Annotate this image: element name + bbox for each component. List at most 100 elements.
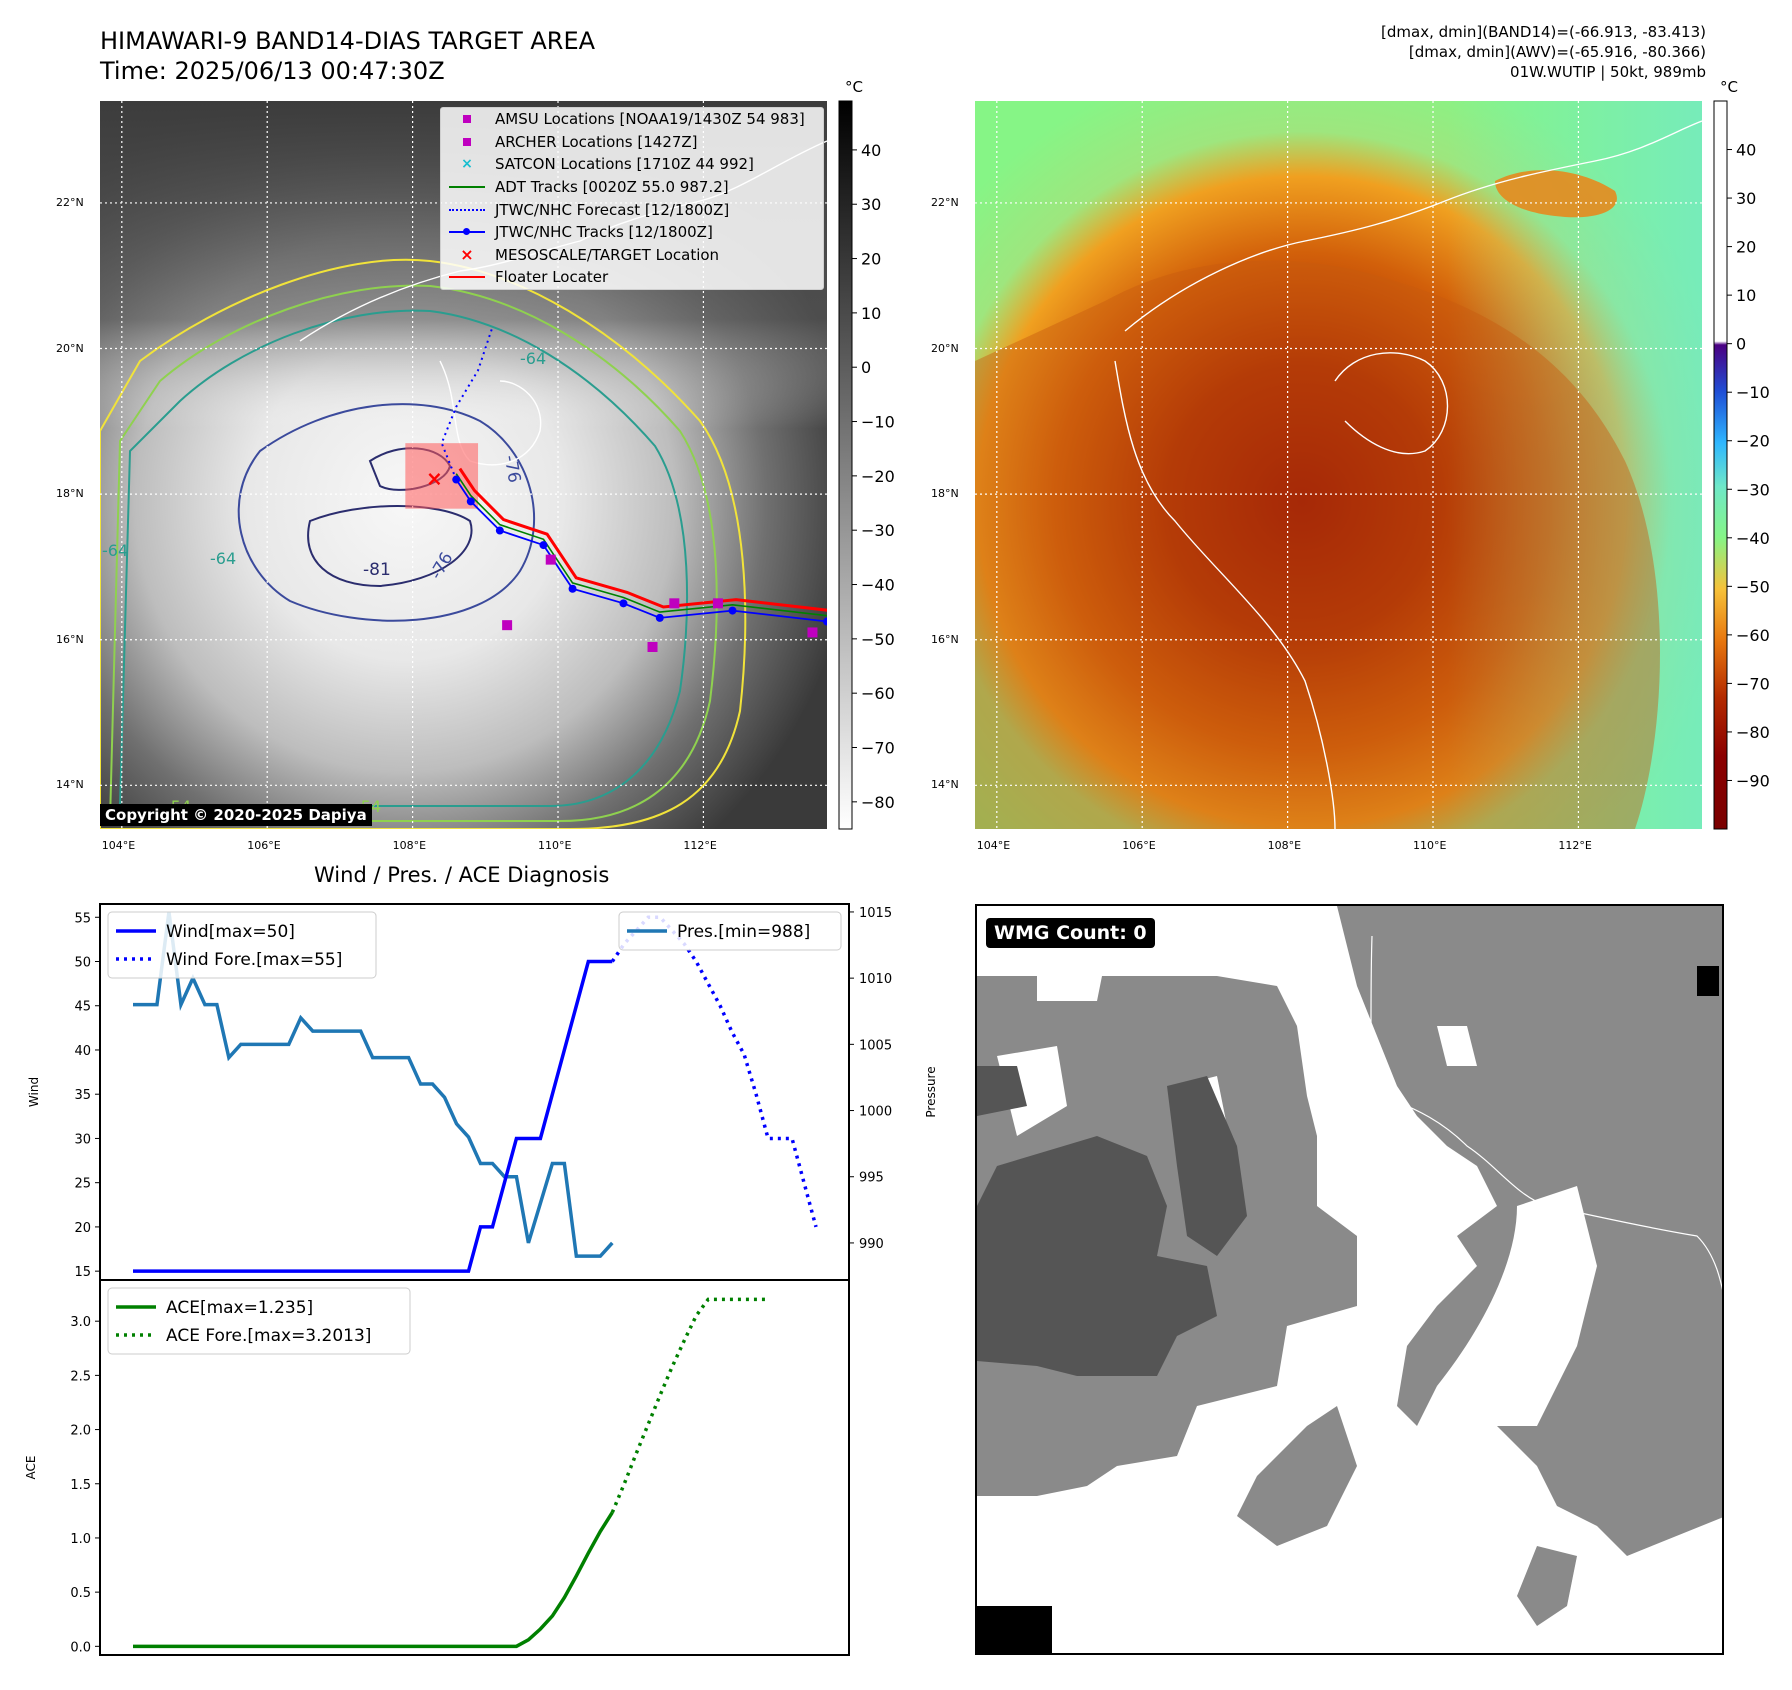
latitude-tick-label: 14°N — [931, 778, 959, 792]
dotted-line-icon — [447, 208, 487, 211]
axis-tick-label: 1005 — [859, 1038, 892, 1053]
square-marker-icon — [447, 115, 487, 124]
jtwc-track-point — [823, 617, 827, 626]
legend-label: JTWC/NHC Forecast [12/1800Z] — [495, 200, 730, 219]
axis-tick-label: 0.0 — [70, 1640, 91, 1655]
legend-label: ACE Fore.[max=3.2013] — [166, 1326, 371, 1346]
longitude-tick-label: 112°E — [1558, 839, 1592, 852]
legend-item-jtwc-tracks: JTWC/NHC Tracks [12/1800Z] — [441, 221, 823, 244]
ace-axis-label: ACE — [24, 1456, 38, 1480]
axis-tick-label: 990 — [859, 1237, 884, 1252]
axis-tick-label: 1010 — [859, 972, 892, 987]
pressure-line — [133, 911, 614, 1258]
legend-label: Wind Fore.[max=55] — [166, 950, 342, 970]
axis-tick-label: 30 — [74, 1132, 91, 1147]
legend-item-archer: ARCHER Locations [1427Z] — [441, 131, 823, 154]
contour-label: -64 — [520, 349, 547, 368]
wind-line — [133, 959, 613, 1273]
legend-item-amsu: AMSU Locations [NOAA19/1430Z 54 983] — [441, 108, 823, 131]
ace-forecast-line — [610, 1297, 769, 1514]
legend-label: AMSU Locations [NOAA19/1430Z 54 983] — [495, 110, 805, 129]
axis-tick-label: 35 — [74, 1088, 91, 1103]
wmg-black-region — [977, 1606, 1052, 1653]
legend-label: ACE[max=1.235] — [166, 1298, 313, 1318]
colorbar-tick-label: −40 — [1736, 529, 1770, 548]
map-legend: AMSU Locations [NOAA19/1430Z 54 983] ARC… — [440, 107, 824, 290]
pressure-axis-label: Pressure — [924, 1066, 938, 1117]
target-location-marker: × — [426, 467, 443, 491]
legend-label: ADT Tracks [0020Z 55.0 987.2] — [495, 178, 729, 197]
x-marker-icon: × — [460, 245, 474, 265]
contour-label: -81 — [363, 560, 391, 580]
line-dot-icon — [447, 228, 487, 236]
legend-label: SATCON Locations [1710Z 44 992] — [495, 155, 754, 174]
latitude-tick-label: 14°N — [56, 778, 84, 792]
longitude-tick-label: 110°E — [1413, 839, 1447, 852]
axis-tick-label: 1015 — [859, 906, 892, 921]
wmg-dark-region — [977, 1066, 1247, 1376]
axis-tick-label: 50 — [74, 956, 91, 971]
square-marker-icon — [447, 137, 487, 146]
line-icon — [447, 186, 487, 189]
legend-item-jtwc-forecast: JTWC/NHC Forecast [12/1800Z] — [441, 198, 823, 221]
amsu-location-marker — [669, 598, 680, 609]
colorbar-tick-label: −70 — [1736, 674, 1770, 693]
amsu-location-marker — [545, 554, 556, 565]
colorbar-tick-label: −70 — [861, 739, 895, 758]
awv-map-panel — [975, 101, 1702, 829]
latitude-tick-label: 18°N — [931, 487, 959, 501]
colorbar-tick-label: 0 — [861, 358, 871, 377]
latitude-tick-label: 22°N — [931, 195, 959, 209]
line-icon — [447, 276, 487, 279]
legend-label: ARCHER Locations [1427Z] — [495, 132, 698, 151]
axis-tick-label: 1.0 — [70, 1532, 91, 1547]
colorbar-tick-label: −80 — [1736, 723, 1770, 742]
colorbar-tick-label: 40 — [1736, 141, 1756, 160]
legend-label: JTWC/NHC Tracks [12/1800Z] — [495, 223, 713, 242]
amsu-location-marker — [502, 620, 513, 631]
axis-tick-label: 995 — [859, 1171, 884, 1186]
legend-label: MESOSCALE/TARGET Location — [495, 245, 720, 264]
colorbar-tick-label: −30 — [1736, 480, 1770, 499]
colorbar-tick-label: −60 — [1736, 626, 1770, 645]
latitude-tick-label: 20°N — [56, 341, 84, 355]
wmg-count-badge: WMG Count: 0 — [986, 918, 1155, 948]
axis-tick-label: 25 — [74, 1177, 91, 1192]
ir-colorbar-unit: °C — [845, 78, 863, 96]
colorbar-tick-label: 10 — [861, 304, 881, 323]
colorbar-tick-label: −40 — [861, 576, 895, 595]
storm-tracks: × — [405, 326, 827, 652]
longitude-tick-label: 104°E — [101, 839, 136, 852]
ir-map-panel: × -81 -76 -76 -64 -64 -64 -54 -54 AMSU L… — [100, 101, 827, 829]
latitude-tick-label: 16°N — [931, 632, 959, 646]
diagnosis-charts: 15 20 25 30 35 40 45 50 55 990 995 1000 1005 1010 1015… — [24, 903, 938, 1656]
axis-tick-label: 0.5 — [70, 1586, 91, 1601]
cloud-top-contours — [100, 258, 747, 829]
colorbar-tick-label: −10 — [1736, 383, 1770, 402]
colorbar-gradient — [838, 100, 853, 830]
colorbar-tick-label: 20 — [1736, 238, 1756, 257]
contour-label: -64 — [210, 549, 237, 568]
colorbar-tick-label: −10 — [861, 413, 895, 432]
ace-line — [133, 1511, 614, 1649]
figure-title: HIMAWARI-9 BAND14-DIAS TARGET AREA — [100, 27, 596, 55]
colorbar-tick-label: 10 — [1736, 286, 1756, 305]
legend-label: Floater Locater — [495, 268, 609, 287]
adt-track — [455, 473, 827, 617]
map-gridlines — [975, 101, 1702, 829]
axis-tick-label: 3.0 — [70, 1315, 91, 1330]
diagnosis-title: Wind / Pres. / ACE Diagnosis — [314, 863, 610, 887]
longitude-tick-label: 106°E — [1122, 839, 1156, 852]
band14-range-info: [dmax, dmin](BAND14)=(-66.913, -83.413) — [1381, 23, 1706, 41]
pressure-legend — [618, 911, 842, 951]
awv-colorbar: 40 30 20 10 0 −10 −20 −30 −40 −50 −60 −70 −80 −90 — [1713, 100, 1770, 830]
jtwc-track-point — [452, 475, 461, 484]
wind-legend — [107, 911, 377, 979]
coastline — [1370, 935, 1722, 1290]
colorbar-tick-label: −50 — [861, 630, 895, 649]
amsu-location-marker — [712, 598, 723, 609]
amsu-location-marker — [647, 642, 658, 652]
axis-tick-label: 40 — [74, 1044, 91, 1059]
longitude-tick-label: 112°E — [683, 839, 717, 852]
latitude-tick-label: 18°N — [56, 487, 84, 501]
